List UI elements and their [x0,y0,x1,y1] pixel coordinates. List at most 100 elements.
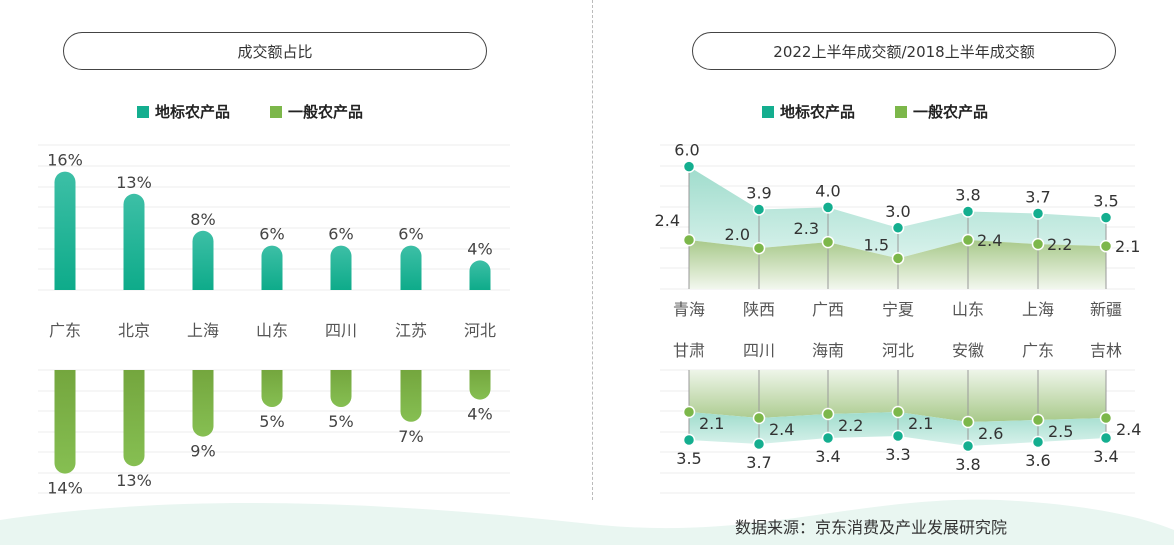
value-label: 2.6 [978,424,1003,443]
point-general [891,405,905,419]
point-general [1031,237,1045,251]
point-general [961,233,975,247]
value-label: 3.8 [955,185,980,204]
value-label: 2.1 [1115,237,1140,256]
category-label: 安徽 [952,341,984,360]
category-label: 四川 [325,321,357,340]
bar-geo [330,245,352,290]
bar-geo [261,245,283,290]
point-general [821,407,835,421]
value-label: 4.0 [815,181,840,200]
bar-label: 9% [190,442,215,461]
swatch [895,106,908,118]
category-label: 海南 [812,341,844,360]
legend-geo: 地标农产品 [137,101,230,122]
bar-label: 7% [398,427,423,446]
bar-label: 6% [259,225,284,244]
divider [592,0,593,500]
category-label: 河北 [882,341,914,360]
area-geo [689,166,1106,259]
bar-geo [123,193,145,290]
value-label: 3.0 [885,202,910,221]
swatch [270,106,283,118]
bar-geo [54,171,76,290]
legend-general: 一般农产品 [270,101,363,122]
bar-geo [192,230,214,290]
value-label: 2.4 [655,211,680,230]
legend-label: 一般农产品 [913,103,989,121]
title-text: 成交额占比 [237,42,313,61]
category-label: 广东 [49,321,81,340]
point-general [682,233,696,247]
bar-label: 6% [398,225,423,244]
point-geo [1099,211,1113,224]
category-label: 上海 [187,321,219,340]
point-geo [752,203,766,216]
bar-label: 4% [467,405,492,424]
legend-label: 地标农产品 [155,103,231,121]
category-label: 广东 [1022,341,1054,360]
point-general [1099,239,1113,253]
value-label: 3.9 [746,183,771,202]
value-label: 2.3 [794,219,819,238]
category-label: 青海 [673,300,705,319]
category-label: 新疆 [1090,300,1122,319]
legend-label: 一般农产品 [288,103,364,121]
category-label: 吉林 [1090,341,1122,360]
category-label: 北京 [118,321,150,340]
value-label: 3.8 [955,455,980,474]
category-label: 广西 [812,300,844,319]
bar-general [469,370,491,400]
right-chart-title: 2022上半年成交额/2018上半年成交额 [692,32,1116,70]
point-general [891,252,905,265]
bar-label: 13% [116,173,152,192]
left-legend: 地标农产品 一般农产品 [137,101,363,122]
value-label: 2.0 [725,225,750,244]
point-geo [891,429,905,443]
right-legend: 地标农产品 一般农产品 [762,101,988,122]
swatch [762,106,774,118]
left-chart-title: 成交额占比 [63,32,487,70]
point-general [1099,411,1113,425]
point-geo [1031,207,1045,220]
category-label: 河北 [464,321,496,340]
bar-label: 6% [328,225,353,244]
value-label: 2.2 [1047,235,1072,254]
point-geo [821,201,835,214]
bar-general [330,370,352,407]
point-geo [1099,431,1113,445]
point-geo [961,439,975,453]
category-label: 山东 [256,321,288,340]
bar-label: 14% [47,479,83,498]
bar-general [123,370,145,467]
value-label: 3.3 [885,445,910,464]
value-label: 3.4 [1093,447,1118,466]
legend-general: 一般农产品 [895,101,988,122]
value-label: 2.5 [1048,422,1073,441]
category-label: 山东 [952,300,984,319]
legend-label: 地标农产品 [780,103,856,121]
value-label: 2.2 [838,416,863,435]
bar-label: 4% [467,239,492,258]
point-geo [752,437,766,451]
point-general [682,405,696,419]
category-label: 江苏 [395,321,427,340]
value-label: 2.1 [699,414,724,433]
category-label: 宁夏 [882,300,914,319]
bar-general [400,370,422,422]
point-geo [682,160,696,173]
category-label: 四川 [743,341,775,360]
bar-label: 16% [47,151,83,170]
point-geo [1031,435,1045,449]
bar-general [261,370,283,407]
value-label: 2.4 [769,420,794,439]
bar-geo [400,245,422,290]
value-label: 1.5 [864,235,889,254]
data-source: 数据来源：京东消费及产业发展研究院 [735,518,1008,537]
value-label: 3.6 [1025,451,1050,470]
value-label: 2.1 [908,414,933,433]
legend-geo: 地标农产品 [762,101,855,122]
point-geo [682,433,696,447]
